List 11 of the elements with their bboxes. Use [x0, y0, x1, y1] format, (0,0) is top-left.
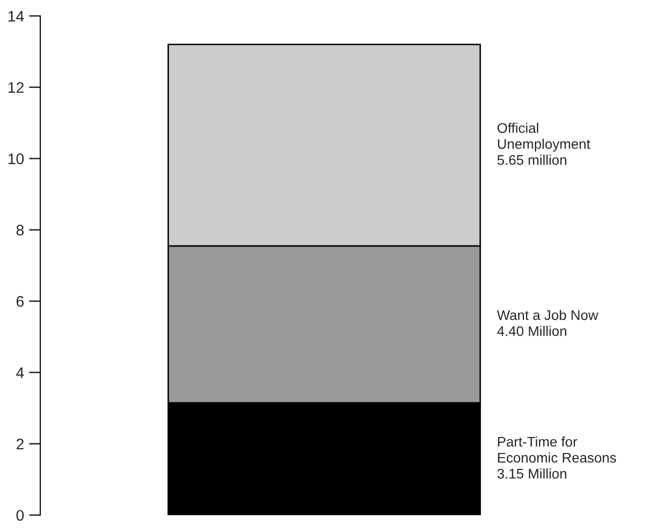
y-tick-label: 12: [8, 82, 24, 93]
series-label: Official Unemployment 5.65 million: [497, 122, 590, 165]
y-tick-label: 10: [8, 153, 24, 164]
y-tick-label: 2: [16, 438, 24, 450]
y-tick-label: 4: [16, 367, 24, 378]
y-tick-label: 0: [16, 510, 24, 521]
series-label: Want a Job Now 4.40 Million: [496, 310, 598, 336]
y-tick-label: 6: [16, 296, 24, 307]
series-label: Part-Time for Economic Reasons 3.15 Million: [497, 436, 616, 479]
y-tick-label: 8: [16, 224, 24, 236]
y-tick-label: 14: [8, 10, 24, 22]
